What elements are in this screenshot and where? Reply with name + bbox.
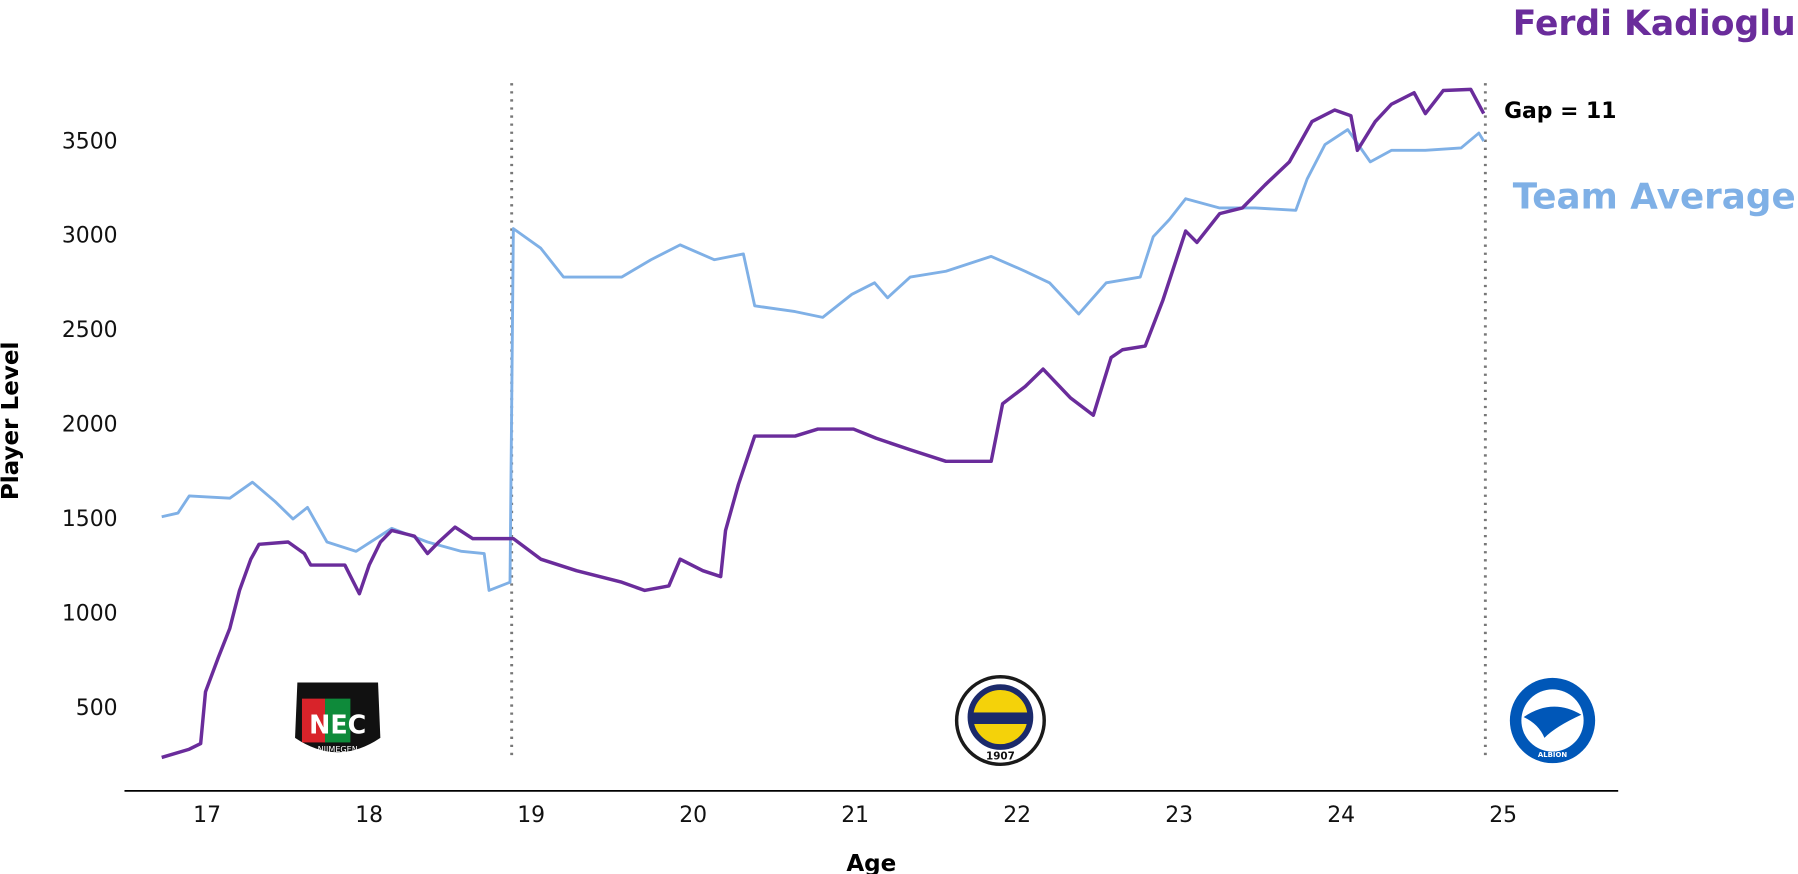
logo-brighton: ALBION xyxy=(1509,677,1596,764)
y-tick-label: 2500 xyxy=(62,318,118,343)
logo-text: NIJMEGEN xyxy=(318,745,358,754)
y-tick-label: 1000 xyxy=(62,602,118,627)
x-tick-label: 19 xyxy=(517,803,545,828)
y-axis-title: Player Level xyxy=(0,342,24,501)
logo-stripe xyxy=(325,698,351,743)
y-tick-label: 3500 xyxy=(62,129,118,154)
x-tick-label: 23 xyxy=(1165,803,1193,828)
logo-text: 1907 xyxy=(986,750,1015,762)
logo-text: NEC xyxy=(309,709,366,739)
x-tick-label: 24 xyxy=(1327,803,1355,828)
x-tick-label: 20 xyxy=(679,803,707,828)
legend-label: Ferdi Kadioglu xyxy=(1513,4,1796,44)
logo-nec: NEC NIJMEGEN xyxy=(295,682,381,754)
x-axis-title: Age xyxy=(846,851,896,874)
logo-stripe xyxy=(301,698,326,743)
logo-band xyxy=(972,712,1029,724)
series-line xyxy=(161,128,1485,592)
logo-fenerbahce: 1907 xyxy=(954,675,1046,767)
logo-gull xyxy=(1523,706,1582,738)
x-tick-label: 17 xyxy=(193,803,221,828)
legend-label: Team Average xyxy=(1513,176,1796,217)
series-line xyxy=(161,87,1486,760)
annotation: Gap = 11 xyxy=(1504,99,1616,124)
x-tick-label: 22 xyxy=(1003,803,1031,828)
y-tick-label: 1500 xyxy=(62,507,118,532)
y-tick-label: 2000 xyxy=(62,413,118,438)
y-tick-label: 3000 xyxy=(62,224,118,249)
y-tick-label: 500 xyxy=(76,696,118,721)
x-tick-label: 18 xyxy=(355,803,383,828)
logo-text: ALBION xyxy=(1538,751,1567,759)
x-tick-label: 21 xyxy=(841,803,869,828)
x-tick-label: 25 xyxy=(1489,803,1517,828)
